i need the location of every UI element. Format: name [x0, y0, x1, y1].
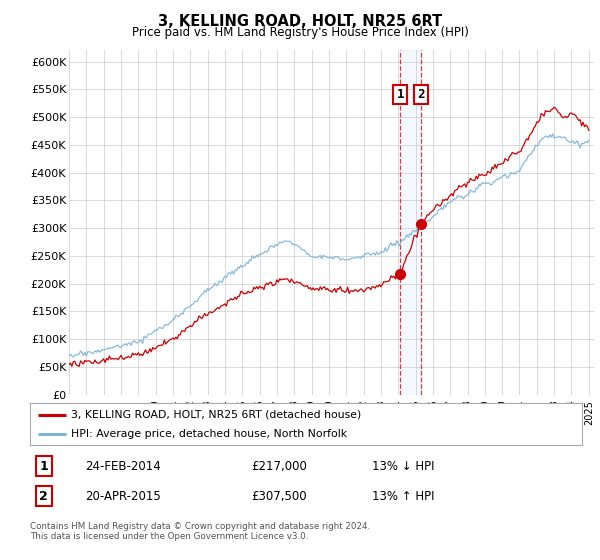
Text: 2: 2 [417, 88, 424, 101]
Text: HPI: Average price, detached house, North Norfolk: HPI: Average price, detached house, Nort… [71, 429, 347, 439]
Bar [400, 50, 421, 395]
Text: Contains HM Land Registry data © Crown copyright and database right 2024.
This d: Contains HM Land Registry data © Crown c… [30, 522, 370, 542]
Text: 13% ↑ HPI: 13% ↑ HPI [372, 489, 435, 503]
Text: £307,500: £307,500 [251, 489, 307, 503]
Text: £217,000: £217,000 [251, 460, 307, 473]
Text: Price paid vs. HM Land Registry's House Price Index (HPI): Price paid vs. HM Land Registry's House … [131, 26, 469, 39]
Text: 1: 1 [40, 460, 48, 473]
Text: 13% ↓ HPI: 13% ↓ HPI [372, 460, 435, 473]
Text: 3, KELLING ROAD, HOLT, NR25 6RT: 3, KELLING ROAD, HOLT, NR25 6RT [158, 14, 442, 29]
Text: 2: 2 [40, 489, 48, 503]
Text: 24-FEB-2014: 24-FEB-2014 [85, 460, 161, 473]
Text: 3, KELLING ROAD, HOLT, NR25 6RT (detached house): 3, KELLING ROAD, HOLT, NR25 6RT (detache… [71, 409, 362, 419]
Text: 20-APR-2015: 20-APR-2015 [85, 489, 161, 503]
Text: 1: 1 [397, 88, 404, 101]
